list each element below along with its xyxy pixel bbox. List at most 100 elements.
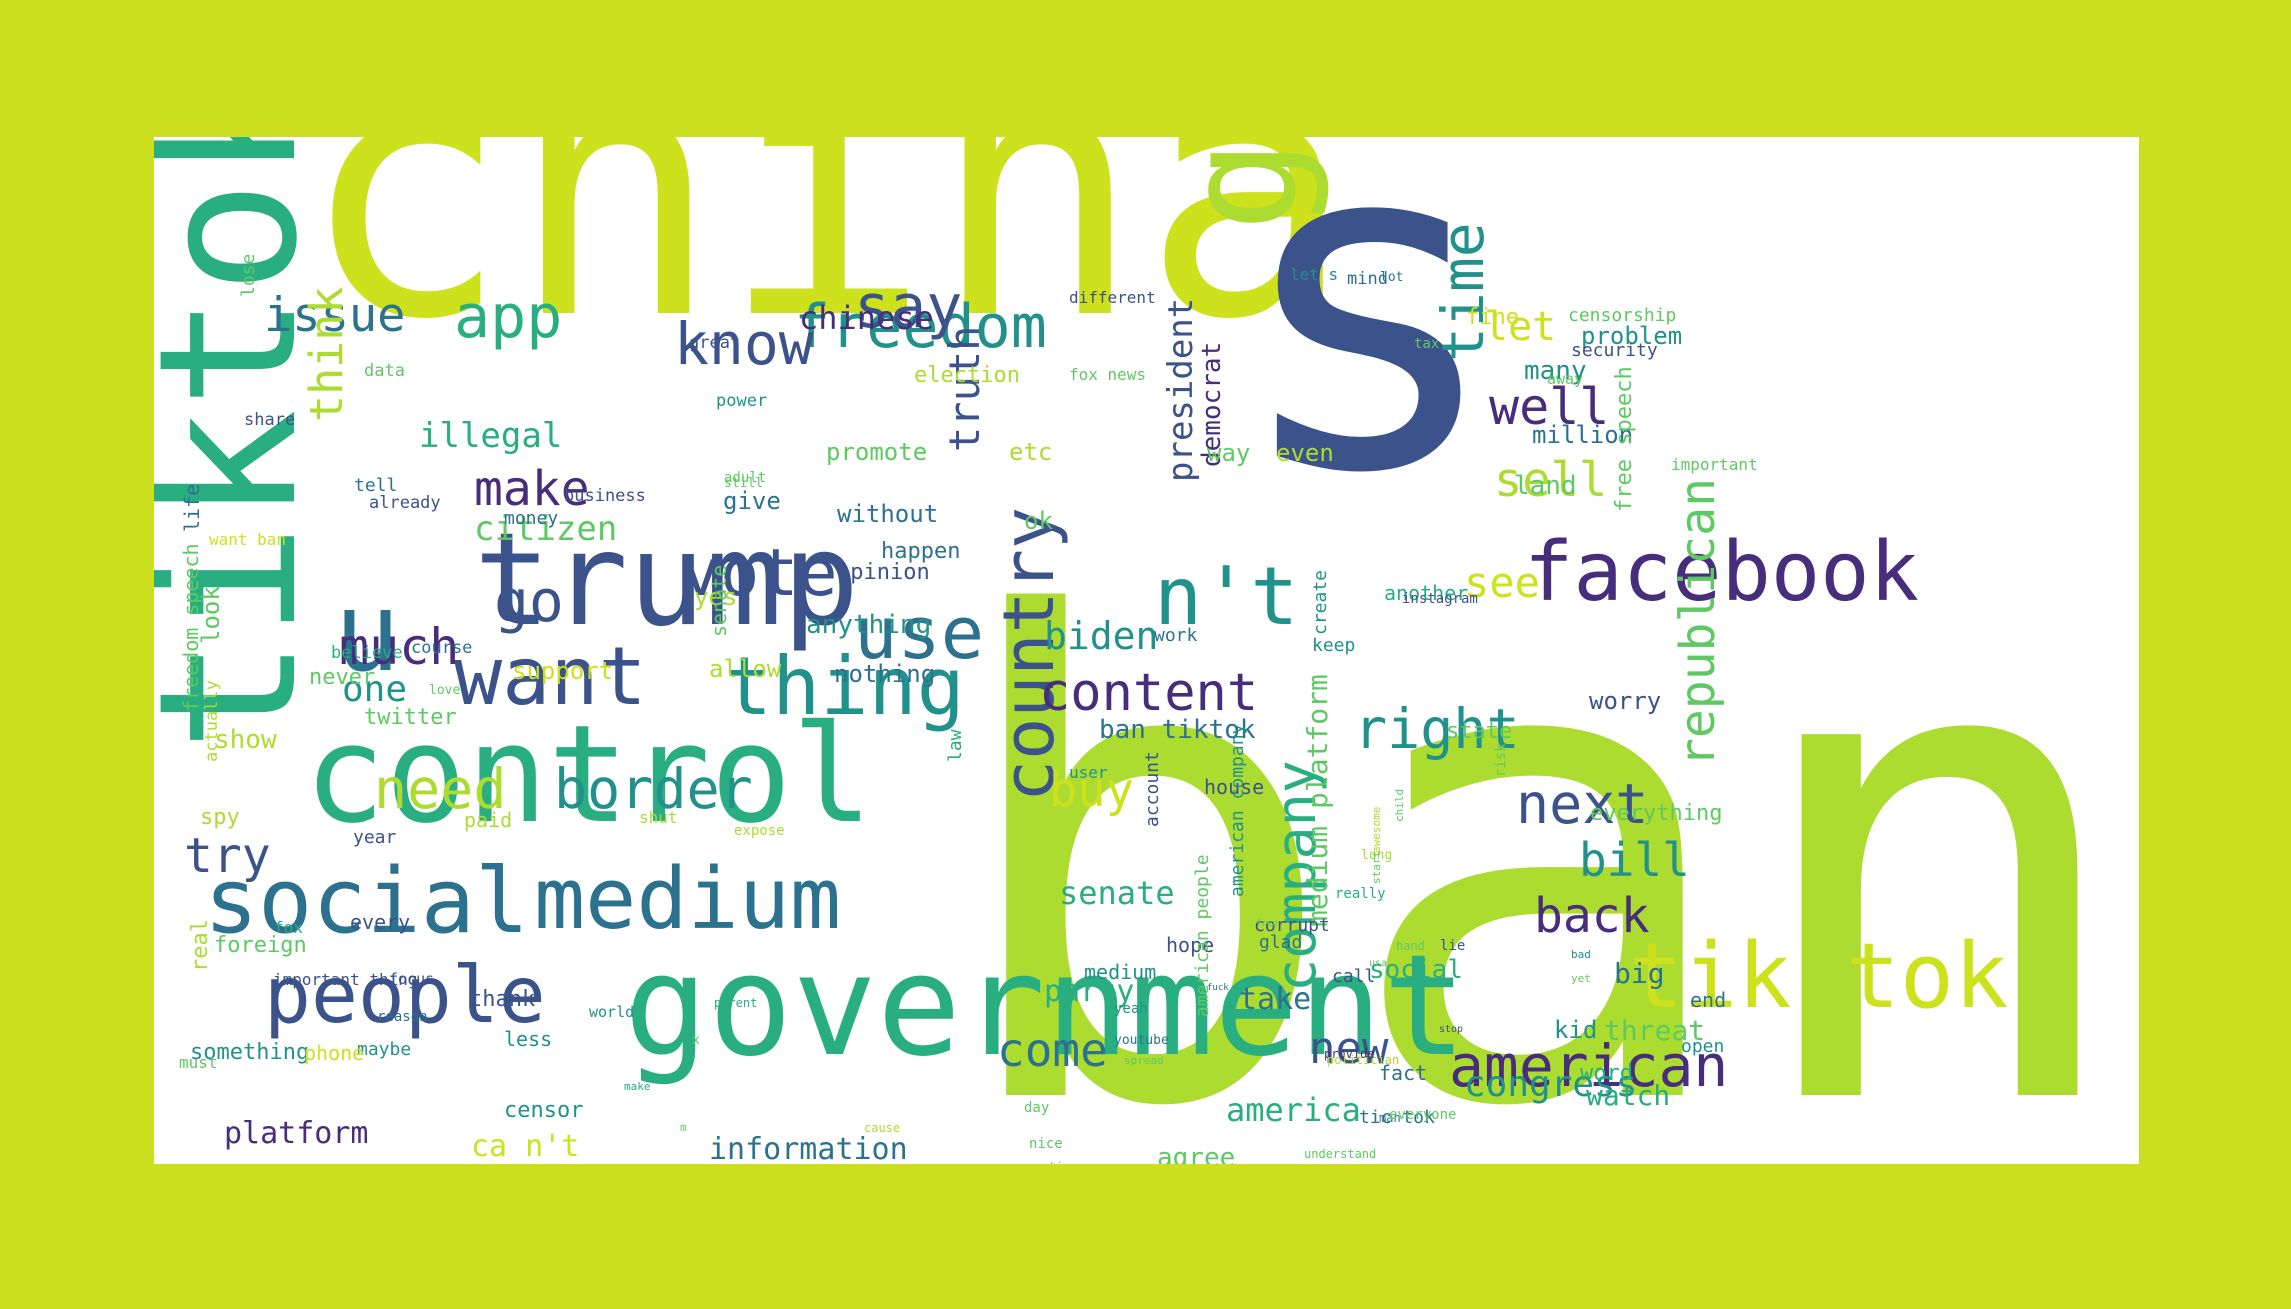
cloud-word: show — [214, 725, 277, 755]
cloud-word: everything — [1590, 801, 1723, 826]
cloud-word: american company — [1227, 723, 1248, 897]
cloud-word: say — [854, 272, 963, 342]
cloud-word: ban — [944, 482, 2137, 1165]
cloud-word: call — [1332, 966, 1376, 987]
cloud-word: thank — [469, 987, 536, 1012]
cloud-word: end — [1690, 988, 1727, 1012]
cloud-word: border — [554, 757, 753, 821]
cloud-word: business — [564, 486, 646, 506]
cloud-word: worry — [1589, 687, 1662, 715]
cloud-word: china — [299, 137, 1353, 396]
cloud-word: paid — [464, 808, 513, 832]
cloud-word: platform — [224, 1116, 369, 1151]
cloud-word: republican — [1670, 478, 1726, 767]
cloud-word: actually — [202, 680, 222, 762]
cloud-word: well — [1489, 378, 1610, 436]
cloud-word: mind — [1347, 269, 1388, 289]
cloud-word: security — [1571, 340, 1658, 361]
cloud-word: let s — [1290, 265, 1339, 284]
cloud-word: land — [1514, 471, 1577, 501]
cloud-word: free speech — [1612, 366, 1637, 512]
cloud-word: u — [334, 568, 401, 696]
cloud-word: important — [1671, 455, 1758, 474]
cloud-word: work — [1154, 625, 1198, 646]
cloud-word: hand — [1396, 939, 1425, 953]
cloud-word: anything — [806, 610, 932, 640]
cloud-word: spread — [1124, 1054, 1164, 1067]
cloud-word: vote — [681, 536, 838, 611]
cloud-word: happen — [881, 539, 961, 564]
cloud-word: threat — [1604, 1014, 1706, 1047]
cloud-word: try — [184, 828, 271, 884]
cloud-word: year — [353, 827, 397, 848]
cloud-word: twitter — [364, 705, 457, 730]
word-cloud: banchinastiktokcontrolgovernmenttrumpgoo… — [154, 137, 2139, 1164]
cloud-word: right — [1354, 697, 1520, 761]
cloud-word: tell — [354, 475, 398, 496]
cloud-word: still — [724, 476, 764, 491]
cloud-word: agree — [1157, 1143, 1236, 1164]
cloud-word: open — [1681, 1036, 1725, 1057]
cloud-word: believe — [331, 643, 403, 663]
cloud-word: allow — [709, 655, 782, 683]
cloud-word: information — [709, 1132, 908, 1165]
cloud-word: start — [1370, 850, 1383, 884]
cloud-word: biden — [1044, 614, 1159, 658]
cloud-word: trump — [474, 506, 860, 655]
cloud-word: censor — [504, 1098, 584, 1123]
cloud-word: politician — [1327, 1053, 1400, 1067]
cloud-word: account — [1142, 751, 1163, 827]
cloud-word: tic tok — [1359, 1107, 1435, 1128]
cloud-word: x — [692, 1033, 700, 1048]
cloud-word: really — [1335, 886, 1386, 902]
cloud-word: senate — [1059, 874, 1175, 912]
cloud-word: freedom speech — [179, 543, 203, 712]
cloud-word: app — [454, 282, 563, 352]
cloud-word: ban tiktok — [1099, 715, 1256, 745]
cloud-word: focus — [389, 970, 435, 988]
cloud-word: illegal — [419, 416, 563, 456]
cloud-word: great — [689, 333, 741, 353]
cloud-word: m — [680, 1121, 687, 1134]
cloud-word: support — [512, 657, 614, 685]
cloud-word: million — [1532, 421, 1634, 449]
cloud-word: opinion — [837, 560, 930, 585]
cloud-word: government — [624, 925, 1467, 1088]
cloud-word: yeah — [1114, 1001, 1148, 1017]
cloud-word: yes — [694, 583, 738, 611]
cloud-word: long — [1361, 848, 1393, 863]
cloud-word: maybe — [357, 1039, 412, 1060]
cloud-word: censorship — [1568, 305, 1677, 326]
cloud-word: another — [1384, 581, 1469, 605]
cloud-word: control — [304, 696, 873, 853]
cloud-word: let — [1484, 304, 1557, 350]
cloud-word: bill — [1579, 833, 1690, 887]
cloud-word: go — [494, 567, 564, 635]
cloud-word: party — [1044, 974, 1135, 1009]
cloud-word: america — [1226, 1091, 1361, 1129]
cloud-word: nice — [1029, 1136, 1063, 1152]
cloud-word: fuck — [1207, 983, 1229, 993]
cloud-word: fox news — [1069, 365, 1147, 384]
cloud-word: medium — [1084, 960, 1157, 984]
cloud-word: hope — [1166, 933, 1215, 957]
cloud-word: bad — [1571, 948, 1591, 961]
cloud-word: much — [339, 618, 460, 676]
cloud-word: back — [1534, 888, 1650, 944]
cloud-word: congress — [1464, 1064, 1638, 1105]
cloud-word: senate — [707, 564, 731, 637]
cloud-word: citizen — [474, 509, 618, 549]
cloud-word: phone — [304, 1041, 365, 1065]
cloud-word: know — [674, 310, 814, 378]
cloud-word: big — [1614, 957, 1665, 990]
cloud-word: usa — [1369, 958, 1388, 969]
cloud-word: provide — [1324, 1047, 1375, 1061]
cloud-word: must — [179, 1053, 218, 1072]
cloud-word: glad — [1259, 932, 1303, 953]
cloud-word: every — [350, 910, 411, 934]
cloud-word: understand — [1304, 1147, 1377, 1161]
cloud-word: sell — [1494, 453, 1608, 508]
cloud-word: issue — [264, 288, 406, 343]
cloud-word: n't — [1154, 550, 1299, 643]
cloud-word: corrupt — [1254, 915, 1330, 936]
